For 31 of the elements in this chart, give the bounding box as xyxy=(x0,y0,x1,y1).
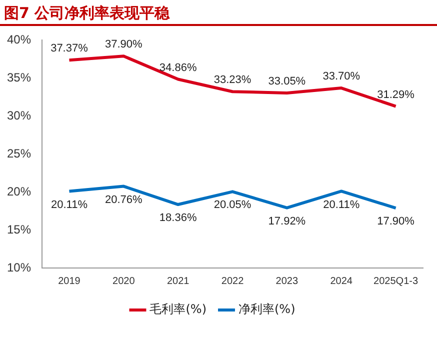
x-tick-label: 2023 xyxy=(276,276,298,287)
data-label: 33.70% xyxy=(322,70,360,83)
data-label: 31.29% xyxy=(377,88,415,101)
x-tick-label: 2022 xyxy=(221,276,244,287)
legend-label: 毛利率(%) xyxy=(150,302,206,316)
data-label: 20.11% xyxy=(323,198,360,211)
x-tick-label: 2021 xyxy=(166,276,190,287)
y-tick-label: 40% xyxy=(6,32,32,47)
x-tick-label: 2020 xyxy=(112,276,136,287)
data-label: 20.11% xyxy=(50,198,88,211)
legend-label: 净利率(%) xyxy=(238,302,296,316)
data-label: 37.37% xyxy=(50,42,88,55)
x-tick-label: 2025Q1-3 xyxy=(374,276,418,287)
data-label: 18.36% xyxy=(159,212,197,224)
data-label: 17.90% xyxy=(377,216,415,228)
data-label: 33.23% xyxy=(214,74,252,86)
y-tick-label: 35% xyxy=(6,70,32,84)
y-tick-label: 25% xyxy=(6,146,32,160)
data-label: 37.90% xyxy=(105,38,143,51)
data-label: 17.92% xyxy=(268,215,306,228)
y-tick-label: 30% xyxy=(6,108,32,122)
y-tick-label: 15% xyxy=(6,222,32,236)
chart-title: 图7 公司净利率表现平稳 xyxy=(3,3,171,24)
data-label: 33.05% xyxy=(268,76,306,88)
x-tick-label: 2024 xyxy=(330,276,353,287)
data-label: 20.05% xyxy=(214,199,252,212)
data-label: 34.86% xyxy=(159,62,197,74)
data-label: 20.76% xyxy=(105,194,143,206)
x-tick-label: 2019 xyxy=(58,276,81,287)
y-tick-label: 20% xyxy=(6,184,32,198)
y-tick-label: 10% xyxy=(6,260,32,274)
